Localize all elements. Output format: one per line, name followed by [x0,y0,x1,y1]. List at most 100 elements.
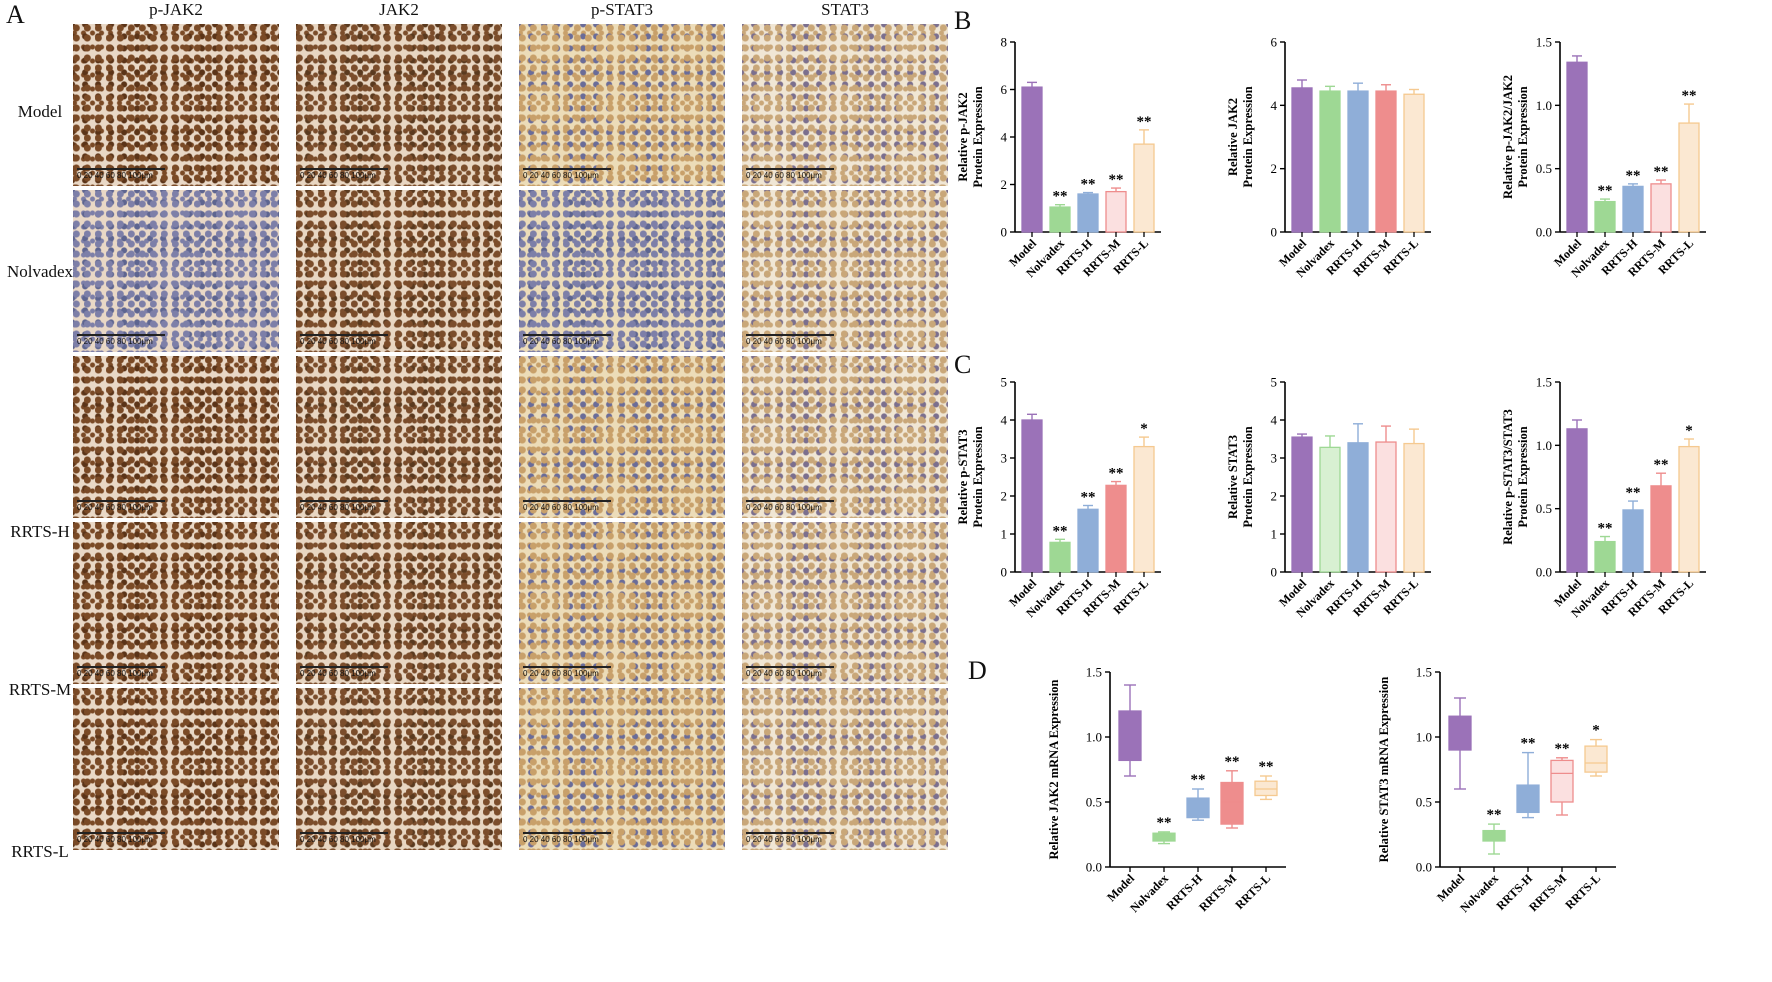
x-tick-label: Nolvadex [1457,871,1501,915]
y-tick-label: 3 [1001,451,1008,466]
ihc-column-p-jak2: p-JAK2 [149,0,203,19]
scale-bar: 0 20 40 60 80 100μm [746,500,834,512]
y-tick-label: 1.0 [1416,730,1432,745]
scale-bar: 0 20 40 60 80 100μm [300,666,388,678]
ihc-tile: 0 20 40 60 80 100μm [742,24,948,186]
scale-bar: 0 20 40 60 80 100μm [300,500,388,512]
box [1220,781,1244,825]
y-tick-label: 0.5 [1536,501,1552,516]
y-axis-label: Relative p-STAT3Protein Expression [956,426,985,527]
ihc-tile: 0 20 40 60 80 100μm [742,356,948,518]
ihc-row-model: Model [17,102,63,121]
bar [1021,86,1043,233]
panel-letter-b: B [954,6,972,35]
ihc-tile: 0 20 40 60 80 100μm [519,688,725,850]
box [1254,780,1278,797]
y-tick-label: 1.5 [1536,35,1552,50]
bar [1403,93,1425,233]
scale-bar: 0 20 40 60 80 100μm [77,500,165,512]
y-tick-label: 0.0 [1536,225,1552,240]
y-tick-label: 1.5 [1086,665,1102,680]
bar [1347,442,1369,573]
y-axis-label: Relative JAK2 mRNA Expression [1047,679,1061,859]
bar [1049,206,1071,233]
box [1550,759,1574,803]
ihc-tile: 0 20 40 60 80 100μm [73,190,279,352]
bar [1105,484,1127,573]
ihc-tile: 0 20 40 60 80 100μm [519,24,725,186]
significance-mark: * [1592,723,1600,739]
y-axis-label: Relative p-STAT3/STAT3Protein Expression [1501,409,1530,545]
bar [1622,509,1644,573]
box [1482,829,1506,842]
bar [1650,485,1672,573]
x-tick-label: RRTS-M [1196,871,1239,914]
significance-mark: ** [1191,772,1206,788]
bar [1021,419,1043,573]
box [1584,745,1608,773]
significance-mark: ** [1225,754,1240,770]
significance-mark: ** [1081,490,1096,506]
significance-mark: ** [1682,88,1697,104]
significance-mark: ** [1598,521,1613,537]
bar [1133,445,1155,573]
y-tick-label: 6 [1001,82,1008,97]
panel-letter-a: A [6,0,25,29]
ihc-row-rrts-l: RRTS-L [11,842,69,861]
y-axis-label: Relative STAT3Protein Expression [1226,426,1255,527]
scale-bar: 0 20 40 60 80 100μm [77,168,165,180]
y-tick-label: 1.0 [1536,438,1552,453]
y-tick-label: 0.5 [1536,161,1552,176]
y-tick-label: 4 [1001,413,1008,428]
significance-mark: * [1140,421,1148,437]
ihc-tile: 0 20 40 60 80 100μm [296,688,502,850]
y-axis-label: Relative p-JAK2Protein Expression [956,86,985,187]
bar [1319,90,1341,233]
bar [1105,190,1127,233]
y-tick-label: 1.0 [1086,730,1102,745]
significance-mark: ** [1555,741,1570,757]
y-tick-label: 2 [1271,161,1278,176]
chart-d2-stat3-mrna: 0.0 0.5 1.0 1.5 Relative STAT3 mRNA Expressi… [1377,665,1616,915]
bar [1375,90,1397,233]
scale-bar: 0 20 40 60 80 100μm [77,666,165,678]
ihc-tile: 0 20 40 60 80 100μm [519,190,725,352]
x-tick-label: Nolvadex [1127,871,1171,915]
scale-bar: 0 20 40 60 80 100μm [523,168,611,180]
y-tick-label: 0.0 [1086,860,1102,875]
scale-bar: 0 20 40 60 80 100μm [523,832,611,844]
ihc-column-p-stat3: p-STAT3 [591,0,653,19]
significance-mark: ** [1626,485,1641,501]
ihc-column-stat3: STAT3 [821,0,869,19]
bar [1319,446,1341,573]
bar [1678,122,1700,233]
y-tick-label: 5 [1271,375,1278,390]
bar [1291,436,1313,573]
y-tick-label: 0.0 [1536,565,1552,580]
y-tick-label: 1 [1001,527,1008,542]
significance-mark: ** [1598,183,1613,199]
scale-bar: 0 20 40 60 80 100μm [523,334,611,346]
y-tick-label: 2 [1001,177,1008,192]
y-tick-label: 1.5 [1536,375,1552,390]
y-tick-label: 2 [1001,489,1008,504]
y-tick-label: 4 [1001,130,1008,145]
y-tick-label: 6 [1271,35,1278,50]
bar [1566,428,1588,573]
bar [1566,61,1588,233]
bar [1622,185,1644,233]
y-tick-label: 1.5 [1416,665,1432,680]
significance-mark: ** [1053,189,1068,205]
ihc-tile: 0 20 40 60 80 100μm [73,356,279,518]
y-tick-label: 0.5 [1086,795,1102,810]
chart-d1-jak2-mrna: 0.0 0.5 1.0 1.5 Relative JAK2 mRNA Expressio… [1047,665,1286,915]
scale-bar: 0 20 40 60 80 100μm [523,500,611,512]
ihc-row-nolvadex: Nolvadex [6,262,74,281]
box [1448,715,1472,751]
y-tick-label: 3 [1271,451,1278,466]
significance-mark: ** [1487,807,1502,823]
significance-mark: ** [1081,177,1096,193]
chart-c1-p-stat3: 0 1 2 3 4 5 Relative p-STAT3Protein Expression… [956,375,1161,620]
ihc-tile: 0 20 40 60 80 100μm [296,24,502,186]
